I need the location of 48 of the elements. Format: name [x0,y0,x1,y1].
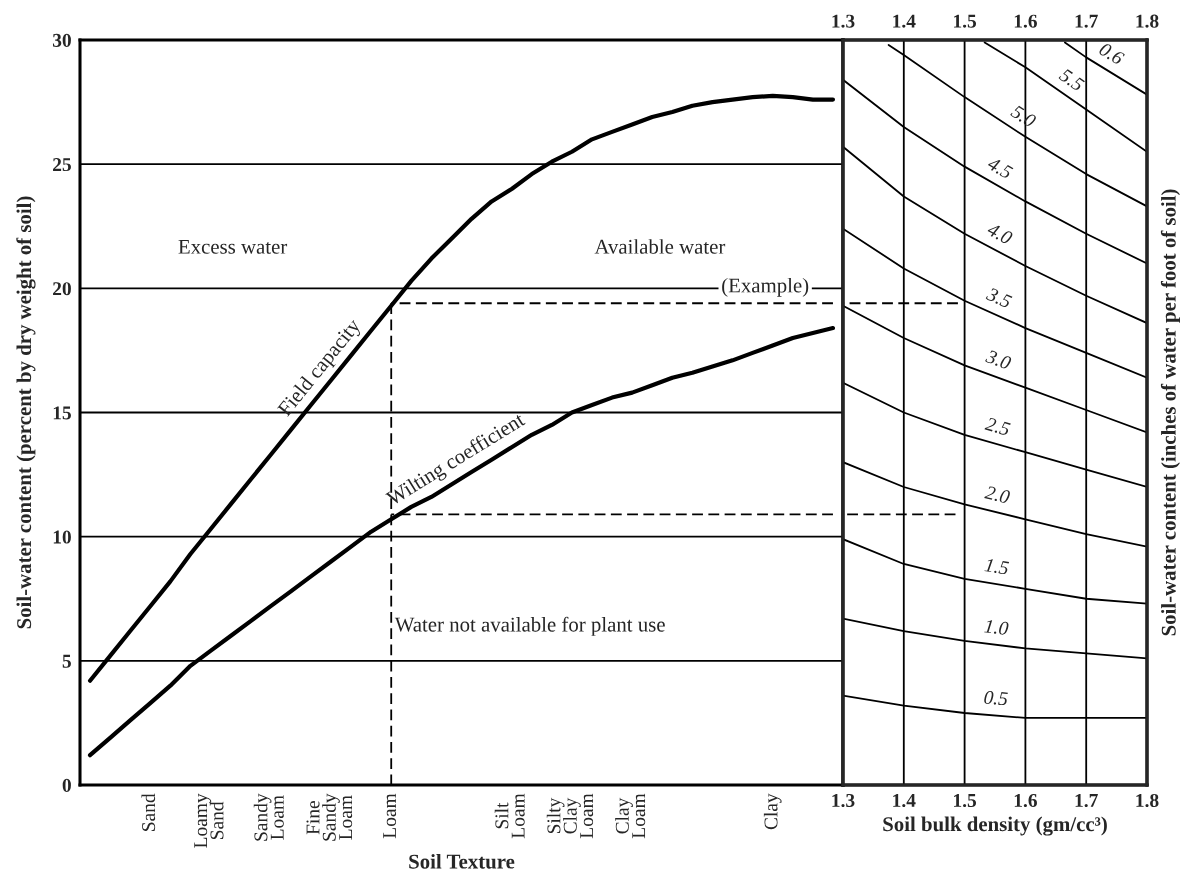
text: 4.5 [986,156,1014,180]
x-tick-label: 1.6 [1014,793,1037,808]
series-label: 0.5 [983,690,1008,706]
x2-tick-label: 1.8 [1136,14,1159,28]
y-tick-label: 0 [62,778,71,792]
y-tick-label: 25 [53,158,71,172]
x-tick-label: 1.5 [954,793,977,808]
text: 2.5 [984,416,1011,437]
text: 4.0 [986,222,1014,246]
x-tick-label: Sand [141,793,156,831]
y-tick-label: 20 [53,282,71,296]
annotation: (Example) [722,277,809,297]
annotation: Excess water [178,239,288,254]
x-tick-label: Loam [383,793,397,839]
annotation: Available water [594,239,726,254]
x-tick-label: 1.7 [1075,793,1098,808]
y-tick-label: 15 [53,406,71,420]
x-axis-title: Soil bulk density (gm/cc³) [883,816,1107,836]
x-tick-label: 1.3 [832,793,855,808]
y-tick-label: 30 [52,33,71,47]
x-tick-label: 1.8 [1136,793,1159,808]
x2-tick-label: 1.4 [893,14,916,28]
x2-tick-label: 1.6 [1014,14,1037,28]
text: 0.6 [1098,42,1126,66]
x2-tick-label: 1.3 [832,14,855,28]
text: 1.5 [984,558,1010,575]
x2-tick-label: 1.5 [954,14,977,28]
x-tick-label: Clay [763,793,782,830]
x-tick-label: 1.4 [893,793,916,808]
x-axis-title: Soil Texture [409,853,515,869]
annotation: Water not available for plant use [394,616,665,636]
text: 2.0 [984,485,1011,504]
x2-tick-label: 1.7 [1075,14,1098,28]
y-tick-label: 10 [53,530,71,544]
x-tick-label: Silty Clay Loam [546,793,594,839]
y-tick-label: 5 [62,654,71,668]
text: 1.0 [984,619,1009,636]
text: 5.0 [1009,104,1038,129]
text: 3.0 [984,349,1013,371]
y-axis-title: Soil-water content (percent by dry weight of soil) [16,196,36,629]
x-tick-label: Loamy Sand [194,793,224,848]
x-tick-label: Fine Sandy Loam [306,793,353,841]
x-tick-label: Clay Loam [615,793,646,839]
y2-axis-title: Soil-water content (inches of water per foot of soil) [1160,189,1180,636]
text: 5.5 [1058,67,1085,92]
x-tick-label: Sandy Loam [253,793,284,841]
x-tick-label: Silt Loam [494,793,525,839]
text: 3.5 [985,286,1013,309]
